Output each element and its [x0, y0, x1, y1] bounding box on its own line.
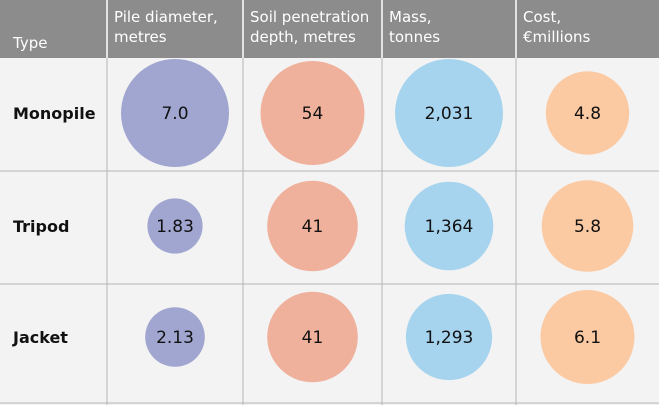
bubble-value-label: 1,293 — [425, 328, 474, 348]
column-header-soil-penetration: depth, metres — [250, 28, 356, 46]
column-header-pile-diameter: Pile diameter, — [114, 8, 218, 26]
column-header-cost: Cost, — [523, 8, 561, 26]
bubble-soil-penetration-monopile — [260, 61, 365, 165]
bubble-value-label: 41 — [302, 328, 324, 348]
row-label-jacket: Jacket — [12, 328, 68, 347]
bubble-value-label: 4.8 — [574, 104, 601, 124]
bubble-value-label: 41 — [302, 217, 324, 237]
bubble-cost-jacket — [540, 290, 635, 384]
bubble-value-label: 6.1 — [574, 328, 601, 348]
column-header-type: Type — [12, 34, 47, 52]
bubble-cost-monopile — [545, 71, 630, 155]
bubble-value-label: 2.13 — [156, 328, 194, 348]
column-header-cost: €millions — [523, 28, 591, 46]
bubble-soil-penetration-jacket — [267, 291, 358, 383]
header-band — [0, 0, 659, 58]
bubble-pile-diameter-monopile — [121, 59, 229, 167]
bubble-value-label: 1,364 — [425, 217, 474, 237]
bubble-mass-tripod — [404, 181, 494, 271]
bubble-value-label: 2,031 — [425, 104, 474, 124]
bubble-soil-penetration-tripod — [267, 180, 358, 272]
bubble-pile-diameter-jacket — [145, 307, 205, 367]
column-header-mass: Mass, — [389, 8, 432, 26]
bubble-value-label: 1.83 — [156, 217, 194, 237]
column-header-pile-diameter: metres — [114, 28, 167, 46]
bubble-value-label: 5.8 — [574, 217, 601, 237]
bubble-mass-monopile — [395, 59, 503, 167]
row-label-tripod: Tripod — [13, 217, 69, 236]
bubble-mass-jacket — [405, 293, 493, 381]
bubble-pile-diameter-tripod — [147, 198, 203, 254]
bubble-value-label: 7.0 — [161, 104, 188, 124]
row-label-monopile: Monopile — [13, 104, 96, 123]
bubble-value-label: 54 — [302, 104, 324, 124]
column-header-mass: tonnes — [389, 28, 440, 46]
column-header-soil-penetration: Soil penetration — [250, 8, 369, 26]
bubble-cost-tripod — [541, 180, 634, 272]
